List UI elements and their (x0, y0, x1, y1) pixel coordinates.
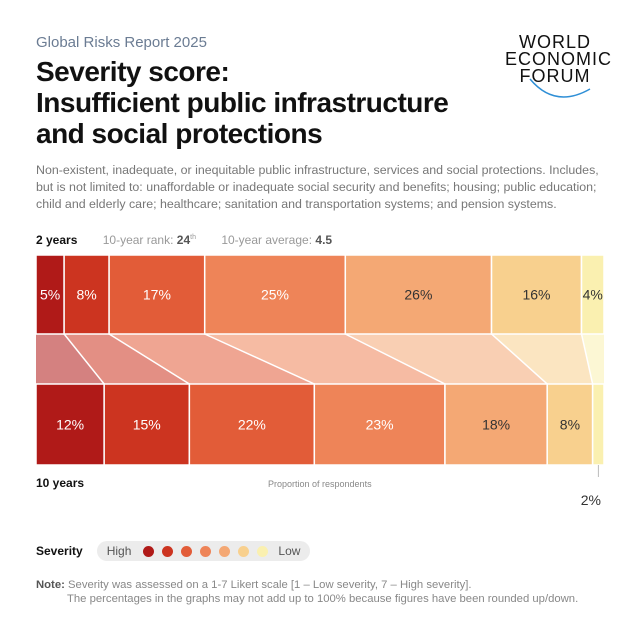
connector-line (580, 333, 594, 385)
connector-band (345, 334, 548, 384)
data-label: 8% (560, 417, 580, 433)
note-line: The percentages in the graphs may not ad… (67, 593, 579, 605)
data-label: 5% (40, 287, 60, 303)
legend: Severity High Low (36, 541, 311, 561)
bar-segment (313, 383, 446, 466)
data-label: 2% (581, 492, 601, 508)
avg-value: 4.5 (315, 233, 333, 247)
data-label: 18% (482, 417, 510, 433)
report-name: Global Risks Report 2025 (36, 34, 207, 51)
connector-line (108, 333, 190, 385)
legend-dot (238, 545, 250, 557)
data-label: 25% (261, 287, 289, 303)
legend-low: Low (278, 544, 301, 558)
bar-segment (108, 254, 206, 335)
avg-label: 10-year average: (221, 233, 313, 247)
data-label: 26% (404, 287, 432, 303)
connector-band (36, 334, 105, 384)
legend-dot (162, 545, 174, 557)
data-label: 15% (133, 417, 161, 433)
legend-dot (143, 545, 155, 557)
data-label: 12% (56, 417, 84, 433)
title-line: Severity score: (36, 56, 230, 87)
chart: 5% 8% 17% 25% 26% 16% 4% 12% 15% 22% 23% 18% 8% 2% (35, 254, 605, 508)
title-line: Insufficient public infrastructure (36, 87, 449, 118)
chart-title: Severity score: Insufficient public infr… (36, 56, 476, 149)
logo-text: ECONOMIC (505, 49, 612, 69)
average: 10-year average: 4.5 (221, 233, 332, 247)
connector-band (581, 334, 604, 384)
bar-segment (203, 254, 347, 335)
rank-label: 10-year rank: (102, 233, 174, 247)
bar-segment (591, 383, 605, 466)
label-10-years: 10 years (36, 476, 85, 490)
bar-segment (103, 383, 191, 466)
connector-band (491, 334, 593, 384)
logo-arc-icon (529, 78, 591, 98)
connector-line (344, 333, 446, 385)
legend-dot (219, 545, 231, 557)
rank: 10-year rank: 24th (103, 233, 196, 247)
connector-line (63, 333, 105, 385)
data-label: 22% (238, 417, 266, 433)
legend-dot (181, 545, 193, 557)
bar-segment (546, 383, 594, 466)
legend-scale: High Low (96, 541, 311, 561)
data-label: 16% (522, 287, 550, 303)
wef-logo: WORLD ECONOMIC FORUM (505, 32, 612, 98)
note: Note: Severity was assessed on a 1-7 Lik… (36, 578, 578, 606)
legend-dot (200, 545, 212, 557)
data-label: 23% (366, 417, 394, 433)
connector-line (204, 333, 315, 385)
connector-line (491, 333, 548, 385)
logo-text: WORLD (519, 32, 591, 52)
title-line: and social protections (36, 118, 323, 149)
rank-value: 24 (176, 233, 191, 247)
rank-suffix: th (190, 234, 196, 241)
note-line: Severity was assessed on a 1-7 Likert sc… (68, 579, 472, 591)
bar-segment (63, 254, 110, 335)
legend-dot (257, 545, 269, 557)
note-label: Note: (36, 579, 65, 591)
legend-high: High (106, 544, 132, 558)
description: Non-existent, inadequate, or inequitable… (36, 163, 599, 211)
data-label: 8% (76, 287, 96, 303)
bar-segment (344, 254, 493, 335)
x-axis-label: Proportion of respondents (268, 479, 372, 489)
logo-text: FORUM (519, 66, 591, 86)
bar-segment (35, 254, 65, 335)
bar-segment (35, 383, 105, 466)
meta-row: 2 years 10-year rank: 24th 10-year avera… (36, 233, 332, 247)
connector-band (64, 334, 190, 384)
label-2-years: 2 years (36, 233, 78, 247)
bar-segment (580, 254, 605, 335)
connector-band (109, 334, 315, 384)
connector-band (204, 334, 445, 384)
bar-segment (188, 383, 316, 466)
legend-title: Severity (36, 544, 83, 558)
data-label: 4% (583, 287, 603, 303)
data-label: 17% (143, 287, 171, 303)
